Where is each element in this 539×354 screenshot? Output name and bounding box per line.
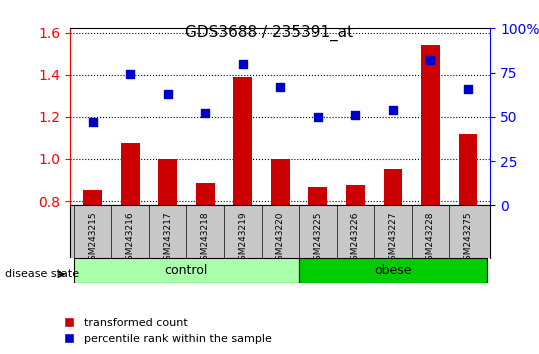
Bar: [196, 183, 215, 205]
Text: disease state: disease state: [5, 269, 80, 279]
Text: GSM243216: GSM243216: [126, 212, 135, 266]
Point: [276, 84, 285, 90]
Text: GDS3688 / 235391_at: GDS3688 / 235391_at: [185, 25, 354, 41]
Point: [126, 72, 134, 77]
Bar: [271, 159, 289, 205]
Bar: [346, 185, 365, 205]
Text: GSM243226: GSM243226: [351, 212, 360, 266]
Point: [314, 114, 322, 120]
Bar: [308, 187, 327, 205]
Bar: [83, 189, 102, 205]
Text: obese: obese: [374, 264, 412, 277]
Text: GSM243275: GSM243275: [464, 212, 473, 266]
Text: GSM243219: GSM243219: [238, 212, 247, 266]
Point: [426, 57, 435, 63]
Point: [201, 110, 210, 116]
Text: GSM243215: GSM243215: [88, 212, 97, 266]
Bar: [158, 159, 177, 205]
FancyBboxPatch shape: [74, 258, 299, 283]
Text: GSM243227: GSM243227: [389, 212, 397, 266]
Point: [389, 107, 397, 113]
Legend: transformed count, percentile rank within the sample: transformed count, percentile rank withi…: [59, 314, 276, 348]
Bar: [421, 45, 440, 205]
Text: GSM243228: GSM243228: [426, 212, 435, 266]
Point: [88, 119, 97, 125]
Bar: [233, 77, 252, 205]
Text: control: control: [165, 264, 208, 277]
Point: [163, 91, 172, 97]
FancyBboxPatch shape: [299, 258, 487, 283]
Bar: [459, 134, 478, 205]
Text: GSM243217: GSM243217: [163, 212, 172, 266]
Bar: [121, 143, 140, 205]
Point: [238, 61, 247, 67]
Text: GSM243220: GSM243220: [276, 212, 285, 266]
Bar: [384, 170, 402, 205]
Text: GSM243225: GSM243225: [313, 212, 322, 266]
Point: [351, 112, 360, 118]
Point: [464, 86, 472, 91]
Text: GSM243218: GSM243218: [201, 212, 210, 266]
